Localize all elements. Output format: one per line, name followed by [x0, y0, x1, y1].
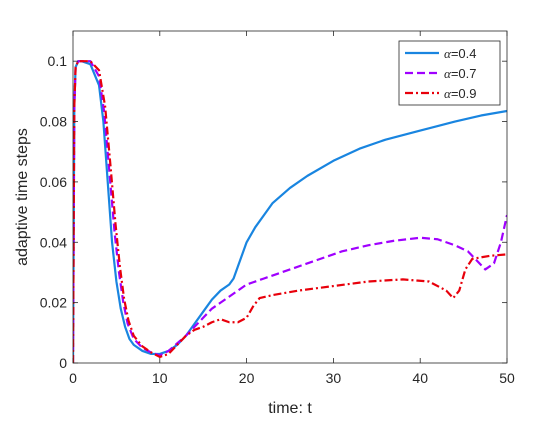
- legend-label-2: α=0.7: [444, 66, 477, 81]
- legend-label-1: α=0.4: [444, 46, 477, 61]
- legend-box: [398, 40, 501, 106]
- x-tick-label: 20: [239, 370, 255, 386]
- y-tick-label: 0.1: [48, 53, 68, 69]
- x-tick-label: 30: [326, 370, 342, 386]
- y-tick-label: 0.08: [40, 114, 67, 130]
- y-axis-label: adaptive time steps: [14, 128, 31, 266]
- series-line-2: [73, 60, 507, 364]
- legend: α=0.4 α=0.7 α=0.9: [398, 40, 501, 106]
- y-tick-label: 0: [59, 355, 67, 371]
- y-tick-label: 0.02: [40, 295, 67, 311]
- x-tick-label: 50: [499, 370, 515, 386]
- axes: 0 10 20 30 40 50 0 0.02 0.04 0.06 0.08 0.1: [40, 30, 515, 386]
- x-tick-label: 40: [412, 370, 428, 386]
- axes-box: [72, 30, 508, 364]
- legend-label-3: α=0.9: [444, 86, 477, 101]
- x-tick-label: 0: [69, 370, 77, 386]
- y-tick-label: 0.06: [40, 174, 67, 190]
- series-line-3: [73, 60, 507, 364]
- x-tick-label: 10: [152, 370, 168, 386]
- x-axis-label: time: t: [268, 400, 312, 417]
- y-tick-label: 0.04: [40, 234, 67, 250]
- series-layer: [73, 60, 507, 364]
